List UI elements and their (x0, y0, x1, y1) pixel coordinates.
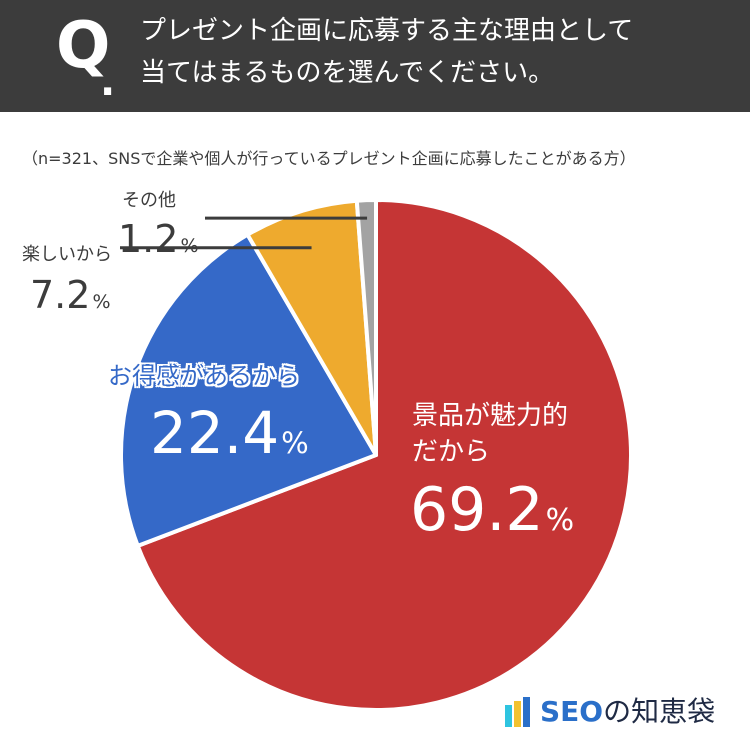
percent-unit: % (281, 426, 309, 460)
slice-label-fun: 楽しいから (22, 246, 112, 264)
question-header: Q . プレゼント企画に応募する主な理由として 当てはまるものを選んでください。 (0, 0, 750, 112)
logo-bars-icon (505, 697, 532, 727)
percent-unit: % (180, 235, 199, 257)
pie-slice-fun (245, 198, 378, 457)
slice-label-line: だから (412, 437, 491, 467)
question-dot: . (100, 59, 116, 105)
question-text-line1: プレゼント企画に応募する主な理由として (140, 16, 634, 46)
slice-label-other: その他 (122, 192, 176, 210)
sample-note: （n=321、SNSで企業や個人が行っているプレゼント企画に応募したことがある方… (22, 149, 636, 168)
slice-label-line: 景品が魅力的 (412, 401, 569, 431)
slice-value-other: 1.2% (118, 220, 199, 258)
pie-slice-other (354, 198, 378, 457)
percent-unit: % (92, 291, 111, 313)
question-text-line2: 当てはまるものを選んでください。 (140, 58, 555, 88)
brand-logo: SEOの知恵袋 (505, 695, 715, 729)
slice-value-number: 7.2 (30, 273, 91, 317)
slice-value-number: 1.2 (118, 217, 179, 261)
slice-value-fun: 7.2% (30, 276, 111, 314)
logo-text: SEOの知恵袋 (540, 698, 715, 726)
slice-value-good-deal: 22.4% (150, 404, 309, 462)
slice-value-attractive-prize: 69.2% (410, 480, 574, 540)
slice-value-number: 22.4 (150, 399, 280, 467)
slice-label-line: 楽しいから (22, 244, 112, 265)
question-mark: Q (56, 9, 111, 83)
logo-seo: SEO (540, 695, 604, 728)
slice-label-good-deal: お得感があるから (108, 364, 300, 388)
pie-slice-good-deal (119, 232, 378, 548)
slice-label-line: その他 (122, 190, 176, 211)
slice-label-attractive-prize: 景品が魅力的 だから (412, 398, 568, 470)
pie-slice-attractive-prize (135, 198, 633, 712)
slice-label-line: お得感があるから (108, 362, 300, 390)
logo-rest: の知恵袋 (603, 695, 716, 728)
percent-unit: % (545, 503, 575, 538)
slice-value-number: 69.2 (410, 475, 544, 545)
